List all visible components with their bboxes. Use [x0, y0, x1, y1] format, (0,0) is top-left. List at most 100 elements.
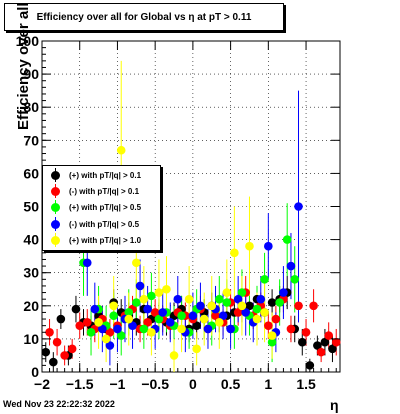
data-point — [49, 357, 58, 367]
x-tick-label: −2 — [34, 376, 50, 392]
y-axis-label: Efficiency over all (%) — [15, 0, 32, 130]
data-point — [150, 308, 160, 317]
data-point — [192, 344, 201, 354]
data-point — [60, 351, 69, 360]
data-point — [237, 288, 247, 297]
data-point — [309, 301, 318, 311]
legend-entry-0: (+) with pT/|q| > 0.1 — [43, 168, 160, 182]
data-point — [267, 331, 277, 340]
data-point — [237, 301, 247, 311]
data-point — [132, 298, 141, 307]
data-point — [290, 275, 300, 284]
data-point — [196, 301, 205, 311]
axis-tick-labels: −2 −1.5 −1 −0.5 0 0.5 1 1.5 0 10 20 30 40 50 60 70 80 90 1… — [16, 33, 316, 392]
data-point — [207, 301, 217, 311]
data-point — [173, 294, 183, 304]
data-point — [264, 321, 273, 330]
data-point — [147, 327, 156, 337]
data-point — [86, 327, 96, 337]
data-point — [305, 361, 315, 370]
grid-lines — [41, 41, 340, 372]
y-tick-label: 40 — [23, 232, 39, 248]
data-point — [98, 324, 107, 334]
data-point — [184, 294, 194, 304]
y-tick-label: 50 — [23, 199, 39, 215]
data-point — [154, 314, 164, 324]
data-point — [177, 324, 186, 334]
data-point — [124, 314, 134, 324]
data-point — [294, 202, 303, 211]
legend-label: (+) with pT/|q| > 0.5 — [69, 202, 142, 212]
data-point — [279, 288, 288, 297]
y-tick-label: 0 — [31, 364, 39, 380]
y-tick-label: 20 — [23, 298, 39, 314]
legend-marker — [43, 184, 69, 198]
data-point — [320, 337, 330, 347]
x-tick-label: −0.5 — [141, 376, 169, 392]
data-point — [188, 311, 198, 321]
data-point — [222, 298, 232, 307]
y-tick-label: 90 — [23, 66, 39, 82]
data-point — [45, 327, 54, 337]
legend-marker — [43, 233, 69, 247]
data-point — [294, 301, 303, 311]
data-point — [245, 241, 254, 251]
data-point — [230, 248, 239, 258]
data-point — [56, 314, 66, 324]
data-point — [109, 301, 118, 311]
data-point — [252, 304, 262, 314]
data-point — [245, 301, 254, 311]
y-tick-label: 100 — [16, 33, 40, 49]
y-tick-label: 60 — [23, 165, 39, 181]
data-point — [143, 304, 152, 314]
data-point — [143, 318, 152, 327]
legend-marker — [43, 200, 69, 214]
data-point — [331, 337, 341, 347]
data-point — [313, 341, 322, 350]
legend: (+) with pT/|q| > 0.1 (-) with pT/|q| > … — [42, 165, 161, 251]
data-point — [211, 311, 220, 321]
data-point — [82, 258, 92, 268]
data-point — [203, 324, 213, 334]
data-point — [90, 304, 100, 314]
data-point — [75, 321, 85, 330]
data-point — [260, 275, 269, 284]
data-point — [128, 321, 137, 330]
data-point — [101, 334, 111, 344]
y-tick-label: 80 — [23, 99, 39, 115]
data-point — [158, 308, 168, 317]
legend-entry-4: (+) with pT/|q| > 1.0 — [43, 233, 160, 247]
data-point — [286, 261, 296, 271]
data-point — [162, 284, 171, 294]
legend-marker — [43, 217, 69, 231]
data-point — [147, 291, 156, 301]
legend-entry-3: (-) with pT/|q| > 0.5 — [43, 217, 160, 231]
data-point — [275, 298, 284, 307]
data-point — [177, 311, 186, 321]
data-point — [199, 314, 209, 324]
data-point — [105, 327, 115, 337]
data-point — [260, 308, 269, 317]
data-point — [139, 294, 149, 304]
x-tick-label: 0.5 — [221, 376, 241, 392]
data-point — [135, 281, 145, 291]
data-point — [214, 294, 224, 304]
data-point — [271, 314, 281, 324]
y-tick-label: 10 — [23, 331, 39, 347]
chart-title: Efficiency over all for Global vs η at p… — [4, 3, 284, 31]
data-point — [267, 337, 277, 347]
data-point — [116, 145, 126, 155]
data-point — [169, 351, 179, 360]
x-tick-label: 0 — [189, 376, 197, 392]
y-tick-label: 30 — [23, 265, 39, 281]
x-tick-label: −1.5 — [66, 376, 94, 392]
data-point — [218, 311, 228, 321]
data-point — [52, 337, 62, 347]
data-point — [324, 331, 333, 340]
data-point — [226, 324, 235, 334]
data-point — [132, 258, 141, 268]
x-tick-label: 1.5 — [296, 376, 316, 392]
data-point — [256, 294, 266, 304]
data-point — [116, 331, 126, 340]
data-point — [82, 318, 92, 327]
